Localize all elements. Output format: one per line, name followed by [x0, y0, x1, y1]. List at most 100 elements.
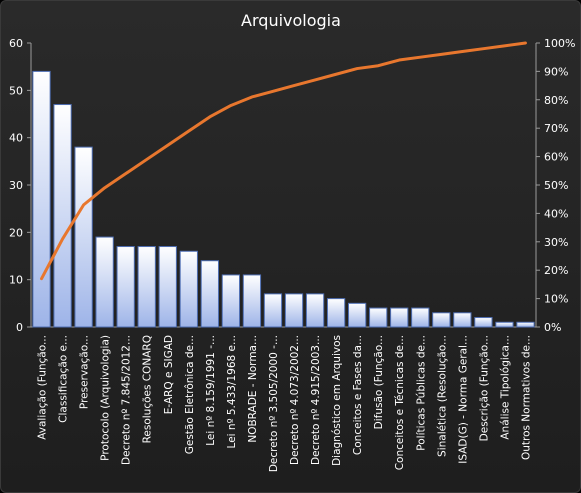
- line-point: [293, 85, 295, 87]
- bar: [284, 293, 304, 328]
- x-category-label: NOBRADE - Norma...: [247, 335, 259, 443]
- bar: [158, 246, 177, 328]
- x-category-label: Protocolo (Arquivologia): [100, 335, 112, 461]
- x-category-label: Sinalética (Resolução...: [436, 335, 448, 457]
- line-point: [272, 90, 274, 92]
- bar: [200, 260, 219, 328]
- line-point: [125, 173, 127, 175]
- bar: [116, 246, 135, 328]
- bar: [74, 146, 93, 328]
- y2-tick-label: 40%: [544, 207, 568, 220]
- bar: [137, 246, 156, 328]
- line-point: [335, 73, 337, 75]
- x-category-label: ISAD(G) - Norma Geral...: [457, 335, 469, 464]
- bar-series: [32, 70, 535, 328]
- y2-tick-label: 100%: [544, 37, 575, 50]
- y-tick-label: 60: [9, 37, 23, 50]
- axes: [27, 42, 540, 328]
- y2-tick-label: 10%: [544, 293, 568, 306]
- y2-tick-label: 20%: [544, 264, 568, 277]
- bar: [411, 307, 430, 328]
- y-tick-label: 10: [9, 274, 23, 287]
- line-point: [398, 59, 400, 61]
- y-axis-tick-labels: 0 10 20 30 40 50 60: [9, 37, 23, 334]
- x-category-label: Conceitos e Técnicas de...: [394, 335, 406, 470]
- x-category-label: Outros Normativos de...: [520, 335, 532, 460]
- line-point: [167, 144, 169, 146]
- y2-tick-label: 0%: [544, 321, 561, 334]
- y-tick-label: 30: [9, 179, 23, 192]
- line-point: [482, 48, 484, 50]
- x-category-label: Lei nº 8.159/1991 -...: [205, 335, 217, 446]
- bar: [263, 293, 283, 328]
- bar: [348, 302, 367, 328]
- bar: [305, 293, 325, 328]
- bar: [474, 317, 493, 328]
- line-point: [146, 158, 148, 160]
- x-category-label: Preservação...: [79, 335, 91, 409]
- x-category-label: Decreto nº 4.915/2003...: [310, 335, 322, 465]
- line-point: [230, 104, 232, 106]
- y2-tick-label: 80%: [544, 94, 568, 107]
- line-point: [104, 187, 106, 189]
- bar: [495, 321, 514, 328]
- bar: [516, 321, 535, 328]
- x-category-label: Resoluções CONARQ: [142, 335, 154, 443]
- x-category-label: Difusão (Função...: [373, 335, 385, 429]
- bar: [53, 104, 72, 328]
- bar: [326, 298, 346, 328]
- line-point: [188, 130, 190, 132]
- y2-tick-label: 70%: [544, 122, 568, 135]
- y2-tick-label: 30%: [544, 236, 568, 249]
- line-point: [377, 65, 379, 67]
- x-category-label: Decreto nº 3.505/2000 -...: [268, 335, 280, 472]
- line-point: [314, 79, 316, 81]
- y2-tick-label: 90%: [544, 65, 568, 78]
- x-category-label: Conceitos e Fases da...: [352, 335, 364, 455]
- y2-tick-label: 50%: [544, 179, 568, 192]
- y-tick-label: 40: [9, 132, 23, 145]
- bar: [453, 312, 472, 328]
- line-point: [41, 278, 43, 280]
- y-tick-label: 0: [16, 321, 23, 334]
- x-category-label: Decreto nº 7.845/2012...: [121, 335, 133, 465]
- x-category-label: Decreto nº 4.073/2002...: [289, 335, 301, 465]
- bar: [179, 250, 198, 328]
- line-point: [62, 238, 64, 240]
- y-tick-label: 50: [9, 84, 23, 97]
- line-point: [251, 96, 253, 98]
- bar: [32, 70, 51, 328]
- line-point: [440, 53, 442, 55]
- chart-title: Arquivologia: [241, 11, 341, 30]
- line-point: [209, 116, 211, 118]
- x-category-label: Diagnóstico em Arquivos: [331, 335, 343, 466]
- x-category-label: Gestão Eletrônica de...: [184, 335, 196, 454]
- line-point: [83, 204, 85, 206]
- bar: [369, 307, 388, 328]
- x-category-label: Classificação e...: [58, 335, 70, 423]
- line-point: [461, 51, 463, 53]
- x-category-label: Avaliação (Função...: [37, 335, 49, 440]
- bar: [390, 307, 409, 328]
- line-point: [419, 56, 421, 58]
- bar: [432, 312, 451, 328]
- bar: [242, 274, 262, 328]
- y2-axis-tick-labels: 0% 10% 20% 30% 40% 50% 60% 70% 80% 90% 100%: [544, 37, 575, 334]
- line-point: [524, 42, 526, 44]
- x-category-label: Políticas Públicas de...: [415, 335, 427, 451]
- x-axis-category-labels: Avaliação (Função... Classificação e... Pr…: [37, 335, 533, 472]
- y-tick-label: 20: [9, 226, 23, 239]
- line-point: [356, 68, 358, 70]
- cumulative-percentage-line: [40, 41, 527, 281]
- x-category-label: Análise Tipológica...: [499, 335, 511, 440]
- bar: [95, 236, 114, 328]
- x-category-label: Lei nº 5.433/1968 e...: [226, 335, 238, 448]
- cumulative-line-series: [40, 41, 527, 281]
- y2-tick-label: 60%: [544, 151, 568, 164]
- bar: [221, 274, 241, 328]
- x-category-label: E-ARQ e SIGAD: [163, 335, 175, 414]
- line-point: [503, 45, 505, 47]
- x-category-label: Descrição (Função...: [478, 335, 490, 441]
